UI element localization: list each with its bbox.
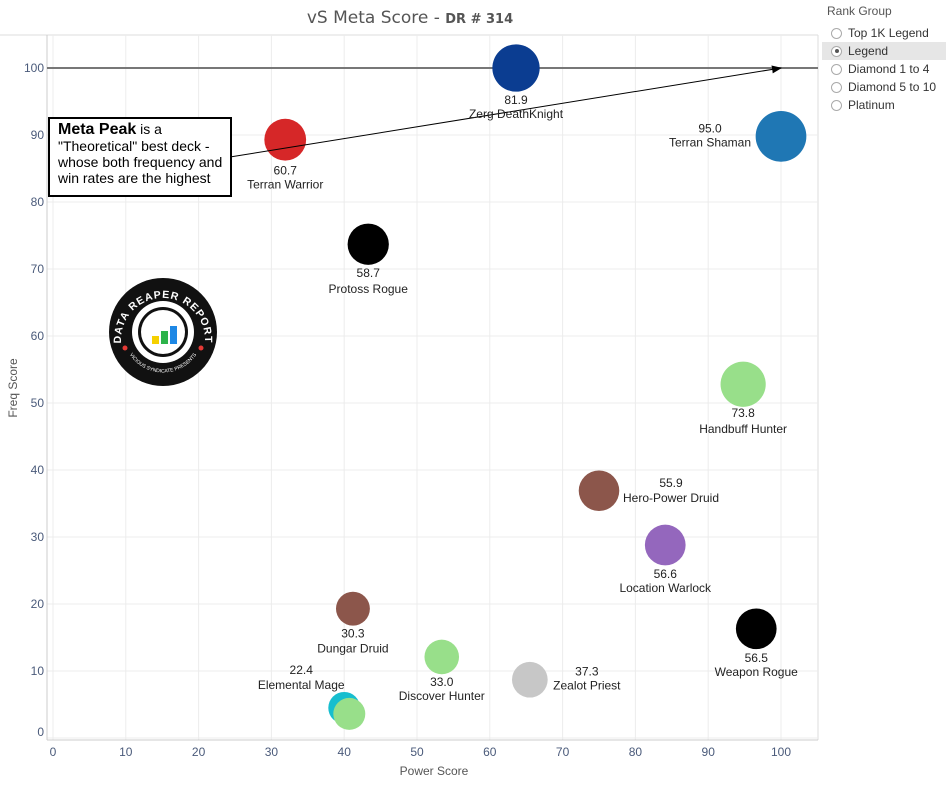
y-tick-label: 10: [31, 664, 45, 678]
deck-bubble[interactable]: [755, 110, 807, 162]
deck-score-label: 33.0: [430, 675, 454, 689]
deck-bubble[interactable]: [424, 639, 460, 675]
y-axis-title: Freq Score: [6, 358, 20, 418]
y-tick-label: 20: [31, 597, 45, 611]
x-tick-label: 100: [771, 745, 791, 759]
radio-icon[interactable]: [831, 81, 842, 93]
deck-name-label: Handbuff Hunter: [699, 422, 787, 436]
deck-bubble[interactable]: [264, 118, 307, 161]
deck-name-label: Location Warlock: [619, 581, 712, 595]
y-tick-label: 90: [31, 128, 45, 142]
deck-score-label: 55.9: [659, 476, 683, 490]
deck-name-label: Protoss Rogue: [329, 282, 409, 296]
deck-score-label: 30.3: [341, 627, 365, 641]
rank-option[interactable]: Diamond 5 to 10: [822, 78, 946, 96]
deck-score-label: 56.6: [654, 567, 678, 581]
rank-option[interactable]: Top 1K Legend: [822, 24, 946, 42]
deck-bubble[interactable]: [720, 361, 766, 407]
x-tick-label: 40: [338, 745, 352, 759]
deck-name-label: Weapon Rogue: [715, 665, 799, 679]
deck-name-label: Hero-Power Druid: [623, 491, 719, 505]
annotation-bold: Meta Peak: [58, 121, 137, 138]
meta-peak-arrow: [229, 65, 782, 158]
deck-score-label: 95.0: [698, 121, 722, 135]
y-tick-label: 60: [31, 329, 45, 343]
deck-score-label: 73.8: [731, 406, 755, 420]
deck-bubble[interactable]: [511, 661, 548, 698]
deck-name-label: Zealot Priest: [553, 679, 621, 693]
deck-name-label: Discover Hunter: [399, 689, 485, 703]
radio-icon[interactable]: [831, 45, 842, 57]
x-axis-title: Power Score: [400, 764, 469, 778]
deck-name-label: Zerg DeathKnight: [469, 107, 564, 121]
x-tick-label: 70: [556, 745, 570, 759]
deck-bubble[interactable]: [735, 608, 777, 650]
deck-bubble[interactable]: [492, 44, 540, 92]
x-tick-label: 60: [483, 745, 497, 759]
x-tick-label: 0: [50, 745, 57, 759]
deck-bubble[interactable]: [333, 697, 366, 730]
y-tick-label: 80: [31, 195, 45, 209]
deck-name-label: Terran Warrior: [247, 178, 323, 192]
deck-score-label: 58.7: [357, 266, 381, 280]
deck-bubble[interactable]: [578, 470, 620, 512]
radio-icon[interactable]: [831, 99, 842, 111]
deck-bubble[interactable]: [644, 524, 686, 566]
deck-score-label: 22.4: [290, 663, 314, 677]
deck-bubble[interactable]: [335, 591, 370, 626]
y-tick-label: 0: [37, 725, 44, 739]
rank-option-label: Top 1K Legend: [848, 26, 929, 40]
deck-score-label: 37.3: [575, 665, 599, 679]
chart-title: vS Meta Score - DR # 314: [306, 8, 514, 28]
radio-icon[interactable]: [831, 27, 842, 39]
deck-score-label: 56.5: [745, 651, 769, 665]
rank-option-label: Platinum: [848, 98, 895, 112]
deck-score-label: 60.7: [274, 164, 298, 178]
y-tick-label: 30: [31, 530, 45, 544]
x-tick-label: 30: [265, 745, 279, 759]
deck-name-label: Elemental Mage: [258, 678, 345, 692]
radio-icon[interactable]: [831, 63, 842, 75]
rank-option-label: Legend: [848, 44, 889, 58]
x-tick-label: 50: [410, 745, 424, 759]
deck-name-label: Terran Shaman: [669, 135, 751, 149]
legend-title: Rank Group: [827, 4, 892, 18]
x-tick-label: 80: [629, 745, 643, 759]
rank-option-label: Diamond 1 to 4: [848, 62, 930, 76]
meta-peak-annotation: Meta Peak is a "Theoretical" best deck -…: [48, 117, 232, 197]
x-tick-label: 90: [702, 745, 716, 759]
y-tick-label: 40: [31, 463, 45, 477]
y-tick-label: 100: [24, 61, 44, 75]
y-tick-label: 70: [31, 262, 45, 276]
rank-option[interactable]: Diamond 1 to 4: [822, 60, 946, 78]
rank-option[interactable]: Legend: [822, 42, 946, 60]
y-tick-label: 50: [31, 396, 45, 410]
deck-score-label: 81.9: [504, 93, 528, 107]
deck-name-label: Dungar Druid: [317, 642, 388, 656]
annotation-text: is a "Theoretical" best deck - whose bot…: [58, 121, 223, 186]
rank-option-label: Diamond 5 to 10: [848, 80, 937, 94]
x-tick-label: 10: [119, 745, 133, 759]
rank-option[interactable]: Platinum: [822, 96, 946, 114]
x-tick-label: 20: [192, 745, 206, 759]
rank-group-filter: Rank Group Top 1K Legend Legend Diamond 1 …: [822, 4, 946, 114]
deck-bubble[interactable]: [347, 223, 389, 265]
